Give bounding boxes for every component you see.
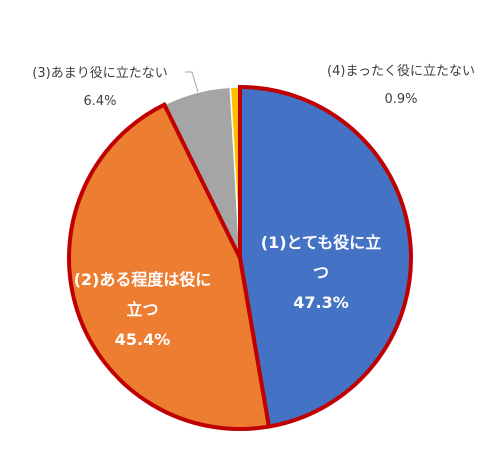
pie-slice <box>238 84 413 429</box>
slice-label: (3)あまり役に立たない 6.4% <box>5 60 195 116</box>
category-label: (3)あまり役に立たない <box>32 66 168 81</box>
value-label: 6.4% <box>83 94 117 109</box>
pie-slice <box>67 101 272 431</box>
slice-label: (2)ある程度は役に立つ 45.4% <box>70 265 215 355</box>
category-label: (2)ある程度は役に立つ <box>73 270 212 319</box>
slice-label: (4)まったく役に立たない 0.9% <box>303 58 499 114</box>
leader-line <box>185 71 199 93</box>
value-label: 47.3% <box>293 293 349 312</box>
slice-label: (1)とても役に立つ 47.3% <box>255 228 387 318</box>
value-label: 45.4% <box>114 330 171 349</box>
value-label: 0.9% <box>384 92 418 107</box>
category-label: (4)まったく役に立たない <box>327 64 475 79</box>
category-label: (1)とても役に立つ <box>260 233 382 282</box>
